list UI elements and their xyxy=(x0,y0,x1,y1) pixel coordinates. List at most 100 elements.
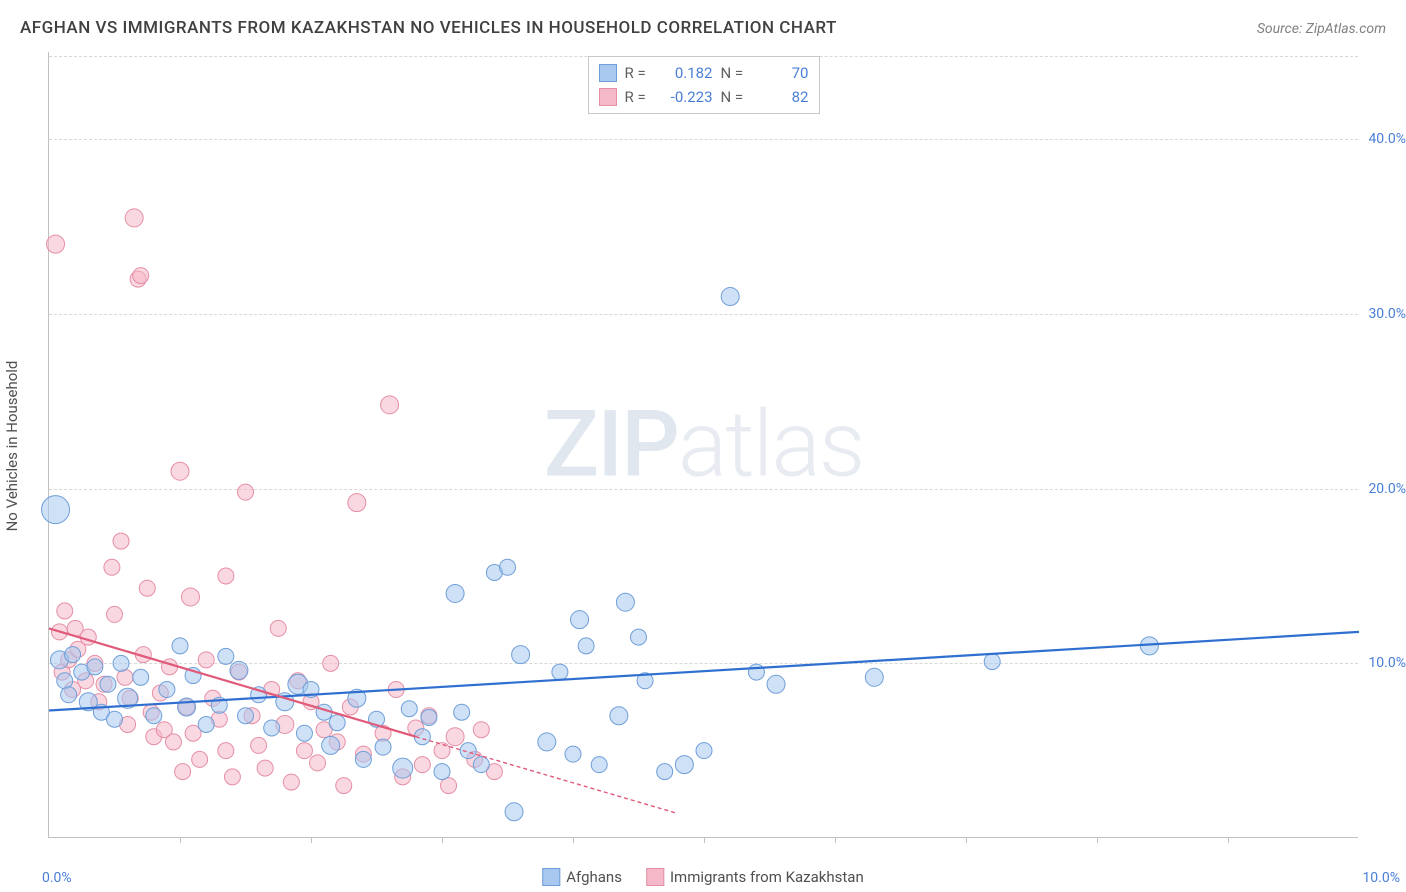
data-point-afghans xyxy=(172,638,188,654)
data-point-afghans xyxy=(512,646,530,664)
data-point-kazakhstan xyxy=(104,559,120,575)
data-point-kazakhstan xyxy=(139,580,155,596)
data-point-afghans xyxy=(57,673,73,689)
stats-row-kazakhstan: R = -0.223 N = 82 xyxy=(599,85,809,109)
stats-row-afghans: R = 0.182 N = 70 xyxy=(599,61,809,85)
legend-item-kazakhstan: Immigrants from Kazakhstan xyxy=(646,868,864,886)
data-point-kazakhstan xyxy=(47,235,65,253)
data-point-afghans xyxy=(230,661,248,679)
data-point-afghans xyxy=(984,654,1000,670)
data-point-afghans xyxy=(538,733,556,751)
n-value-afghans: 70 xyxy=(759,61,809,85)
data-point-afghans xyxy=(591,757,607,773)
x-axis-origin-label: 0.0% xyxy=(42,870,72,886)
swatch-kazakhstan xyxy=(599,88,617,106)
data-point-afghans xyxy=(65,647,81,663)
data-point-afghans xyxy=(401,701,417,717)
data-point-afghans xyxy=(218,648,234,664)
data-point-afghans xyxy=(322,736,340,754)
y-tick-label: 40.0% xyxy=(1362,131,1406,147)
data-point-afghans xyxy=(767,675,785,693)
data-point-kazakhstan xyxy=(446,728,464,746)
data-point-afghans xyxy=(159,682,175,698)
plot-area: ZIPatlas R = 0.182 N = 70 R = -0.223 N =… xyxy=(48,52,1358,838)
data-point-afghans xyxy=(146,708,162,724)
data-point-afghans xyxy=(748,664,764,680)
y-tick-label: 30.0% xyxy=(1362,306,1406,322)
data-point-kazakhstan xyxy=(270,620,286,636)
data-point-afghans xyxy=(675,756,693,774)
legend-label-afghans: Afghans xyxy=(566,868,622,886)
legend-label-kazakhstan: Immigrants from Kazakhstan xyxy=(670,868,864,886)
data-point-kazakhstan xyxy=(218,743,234,759)
source-label: Source: xyxy=(1257,21,1306,37)
r-label: R = xyxy=(625,85,655,109)
data-point-afghans xyxy=(42,496,70,524)
y-tick-label: 10.0% xyxy=(1362,655,1406,671)
legend-swatch-afghans xyxy=(542,868,560,886)
legend-swatch-kazakhstan xyxy=(646,868,664,886)
data-point-kazakhstan xyxy=(296,743,312,759)
data-point-afghans xyxy=(87,659,103,675)
data-point-afghans xyxy=(657,764,673,780)
data-point-kazakhstan xyxy=(434,743,450,759)
data-point-afghans xyxy=(113,655,129,671)
data-point-kazakhstan xyxy=(257,760,273,776)
data-point-kazakhstan xyxy=(113,533,129,549)
source-credit: Source: ZipAtlas.com xyxy=(1257,21,1386,37)
data-point-afghans xyxy=(446,584,464,602)
data-point-afghans xyxy=(421,709,437,725)
data-point-afghans xyxy=(552,664,568,680)
correlation-stats-box: R = 0.182 N = 70 R = -0.223 N = 82 xyxy=(588,56,820,114)
data-point-kazakhstan xyxy=(165,734,181,750)
data-point-kazakhstan xyxy=(192,751,208,767)
legend-item-afghans: Afghans xyxy=(542,868,622,886)
scatter-plot xyxy=(49,52,1359,838)
data-point-kazakhstan xyxy=(336,778,352,794)
data-point-afghans xyxy=(454,704,470,720)
data-point-afghans xyxy=(296,725,312,741)
chart-header: AFGHAN VS IMMIGRANTS FROM KAZAKHSTAN NO … xyxy=(20,18,1386,38)
source-name: ZipAtlas.com xyxy=(1306,21,1386,37)
series-legend: Afghans Immigrants from Kazakhstan xyxy=(542,868,863,886)
n-label: N = xyxy=(721,61,751,85)
data-point-afghans xyxy=(198,716,214,732)
data-point-afghans xyxy=(721,288,739,306)
data-point-kazakhstan xyxy=(283,774,299,790)
data-point-kazakhstan xyxy=(57,603,73,619)
data-point-kazakhstan xyxy=(224,769,240,785)
data-point-afghans xyxy=(505,803,523,821)
y-tick-label: 20.0% xyxy=(1362,481,1406,497)
chart-title: AFGHAN VS IMMIGRANTS FROM KAZAKHSTAN NO … xyxy=(20,18,837,38)
data-point-afghans xyxy=(329,715,345,731)
data-point-afghans xyxy=(375,739,391,755)
data-point-afghans xyxy=(178,698,196,716)
data-point-kazakhstan xyxy=(107,606,123,622)
data-point-afghans xyxy=(460,743,476,759)
data-point-afghans xyxy=(565,746,581,762)
y-axis-title: No Vehicles in Household xyxy=(3,361,21,532)
data-point-kazakhstan xyxy=(473,722,489,738)
r-value-afghans: 0.182 xyxy=(663,61,713,85)
r-label: R = xyxy=(625,61,655,85)
data-point-kazakhstan xyxy=(310,755,326,771)
data-point-kazakhstan xyxy=(198,652,214,668)
data-point-afghans xyxy=(631,629,647,645)
data-point-afghans xyxy=(571,611,589,629)
data-point-kazakhstan xyxy=(181,588,199,606)
n-label: N = xyxy=(721,85,751,109)
x-axis-end-label: 10.0% xyxy=(1362,870,1400,886)
data-point-afghans xyxy=(264,720,280,736)
data-point-kazakhstan xyxy=(381,396,399,414)
data-point-afghans xyxy=(473,757,489,773)
data-point-afghans xyxy=(355,751,371,767)
data-point-afghans xyxy=(865,668,883,686)
data-point-afghans xyxy=(616,593,634,611)
data-point-kazakhstan xyxy=(125,209,143,227)
data-point-kazakhstan xyxy=(175,764,191,780)
data-point-afghans xyxy=(434,764,450,780)
data-point-afghans xyxy=(61,687,77,703)
data-point-afghans xyxy=(238,708,254,724)
data-point-kazakhstan xyxy=(171,462,189,480)
data-point-afghans xyxy=(107,711,123,727)
